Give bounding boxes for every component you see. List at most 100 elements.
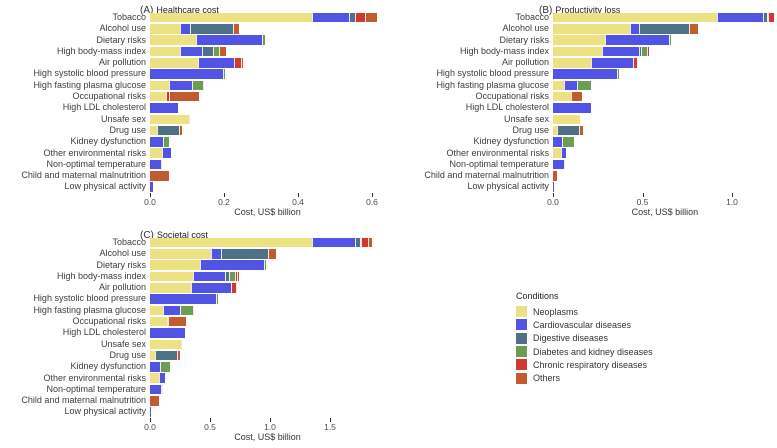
stacked-bar-other-environmental-risks — [150, 148, 172, 158]
bar-segment-others — [161, 384, 163, 395]
bar-row-dietary-risks — [150, 35, 385, 46]
bar-segment-chronic-respiratory-diseases — [234, 58, 241, 68]
bar-segment-neoplasms — [150, 46, 180, 57]
bar-segment-neoplasms — [150, 249, 212, 259]
bar-segment-others — [168, 91, 199, 102]
bar-row-kidney-dysfunction — [150, 361, 385, 372]
stacked-bar-high-ldl-cholesterol — [553, 103, 592, 113]
panel-a-title-prefix: (A) — [140, 5, 154, 16]
bar-segment-cardiovascular-diseases — [553, 182, 554, 192]
bar-segment-diabetes-and-kidney-diseases — [229, 271, 236, 282]
bar-row-high-body-mass-index — [150, 271, 385, 282]
bar-segment-digestive-diseases — [348, 12, 356, 23]
legend-label-others: Others — [533, 373, 561, 384]
panel-b-title-text: Productivity loss — [555, 5, 621, 15]
bar-segment-digestive-diseases — [556, 125, 579, 136]
bar-row-alcohol-use — [150, 248, 385, 259]
bar-segment-others — [179, 125, 183, 136]
bar-segment-cardiovascular-diseases — [159, 373, 166, 383]
category-label-high-ldl-cholesterol: High LDL cholesterol — [62, 102, 146, 113]
stacked-bar-kidney-dysfunction — [150, 362, 171, 372]
panel-a-title: (A) Healthcare cost — [140, 0, 219, 16]
stacked-bar-high-body-mass-index — [150, 271, 240, 282]
x-axis-tick — [150, 193, 151, 197]
x-axis-tick — [732, 193, 733, 197]
bar-segment-diabetes-and-kidney-diseases — [179, 305, 193, 316]
bar-segment-cardiovascular-diseases — [190, 283, 231, 293]
category-label-kidney-dysfunction: Kidney dysfunction — [70, 136, 146, 147]
bar-segment-neoplasms — [150, 12, 312, 23]
bar-segment-others — [189, 114, 191, 125]
bar-segment-digestive-diseases — [201, 46, 214, 57]
stacked-bar-low-physical-activity — [150, 407, 152, 417]
x-axis-tick-label: 1.0 — [264, 422, 276, 432]
bar-row-high-ldl-cholesterol — [150, 102, 385, 113]
bar-segment-neoplasms — [150, 316, 167, 327]
category-label-dietary-risks: Dietary risks — [499, 34, 549, 45]
bar-segment-diabetes-and-kidney-diseases — [191, 80, 203, 91]
bar-segment-cardiovascular-diseases — [150, 328, 185, 338]
bar-segment-cardiovascular-diseases — [179, 46, 202, 57]
stacked-bar-drug-use — [553, 125, 583, 136]
bar-segment-neoplasms — [150, 271, 193, 282]
bar-segment-others — [365, 12, 378, 23]
bar-segment-diabetes-and-kidney-diseases — [640, 46, 648, 57]
panel-a-category-labels: Tobacco Alcohol use Dietary risks High body… — [0, 12, 146, 193]
stacked-bar-occupational-risks — [150, 316, 186, 327]
bar-row-occupational-risks — [150, 91, 385, 102]
bar-segment-cardiovascular-diseases — [553, 159, 564, 170]
stacked-bar-alcohol-use — [150, 24, 240, 34]
panel-c-plot-area — [150, 237, 385, 418]
bar-row-drug-use — [150, 350, 385, 361]
stacked-bar-air-pollution — [553, 58, 638, 68]
bar-segment-chronic-respiratory-diseases — [165, 91, 169, 102]
panel-a-title-text: Healthcare cost — [156, 5, 219, 15]
bar-segment-cardiovascular-diseases — [150, 159, 161, 170]
category-label-non-optimal-temperature: Non-optimal temperature — [46, 383, 146, 394]
stacked-bar-kidney-dysfunction — [553, 137, 574, 147]
bar-segment-cardiovascular-diseases — [150, 69, 223, 79]
category-label-occupational-risks: Occupational risks — [72, 91, 146, 102]
bar-segment-diabetes-and-kidney-diseases — [216, 294, 219, 304]
bar-segment-neoplasms — [553, 114, 580, 125]
category-label-low-physical-activity: Low physical activity — [64, 406, 146, 417]
bar-segment-neoplasms — [553, 24, 630, 34]
bar-row-alcohol-use — [150, 23, 385, 34]
x-axis-tick-label: 0.5 — [636, 197, 649, 207]
category-label-non-optimal-temperature: Non-optimal temperature — [46, 158, 146, 169]
x-axis-tick-label: 0.6 — [366, 197, 378, 207]
bar-row-non-optimal-temperature — [150, 384, 385, 395]
stacked-bar-drug-use — [150, 125, 183, 136]
bar-segment-others — [202, 80, 205, 91]
bar-row-drug-use — [150, 125, 385, 136]
bar-segment-neoplasms — [150, 260, 200, 270]
bar-row-high-fasting-plasma-glucose — [150, 305, 385, 316]
stacked-bar-child-and-maternal-malnutrition — [150, 396, 159, 406]
bar-segment-diabetes-and-kidney-diseases — [261, 35, 265, 45]
stacked-bar-high-body-mass-index — [150, 46, 226, 57]
category-label-alcohol-use: Alcohol use — [99, 248, 146, 259]
bar-row-non-optimal-temperature — [150, 159, 385, 170]
panel-c-category-labels: Tobacco Alcohol use Dietary risks High body… — [0, 237, 146, 418]
category-label-low-physical-activity: Low physical activity — [64, 181, 146, 192]
legend-swatch-others — [516, 372, 527, 384]
panel-b-category-labels: Tobacco Alcohol use Dietary risks High body… — [389, 12, 549, 193]
x-axis-tick — [150, 418, 151, 422]
bar-row-high-fasting-plasma-glucose — [150, 80, 385, 91]
bar-segment-cardiovascular-diseases — [563, 80, 578, 91]
category-label-occupational-risks: Occupational risks — [475, 91, 549, 102]
legend-label-chronic-respiratory-diseases: Chronic respiratory diseases — [533, 359, 648, 370]
stacked-bar-high-ldl-cholesterol — [150, 103, 179, 113]
category-label-occupational-risks: Occupational risks — [72, 316, 146, 327]
category-label-non-optimal-temperature: Non-optimal temperature — [449, 158, 549, 169]
bar-row-occupational-risks — [553, 91, 777, 102]
bar-segment-chronic-respiratory-diseases — [160, 159, 163, 170]
stacked-bar-non-optimal-temperature — [150, 384, 163, 395]
bar-segment-others — [176, 350, 181, 361]
bar-segment-others — [233, 24, 240, 34]
stacked-bar-occupational-risks — [553, 91, 583, 102]
bar-segment-cardiovascular-diseases — [150, 407, 152, 417]
category-label-tobacco: Tobacco — [515, 12, 549, 22]
bar-segment-digestive-diseases — [762, 12, 767, 23]
legend: Conditions Neoplasms Cardiovascular disea… — [516, 291, 653, 385]
